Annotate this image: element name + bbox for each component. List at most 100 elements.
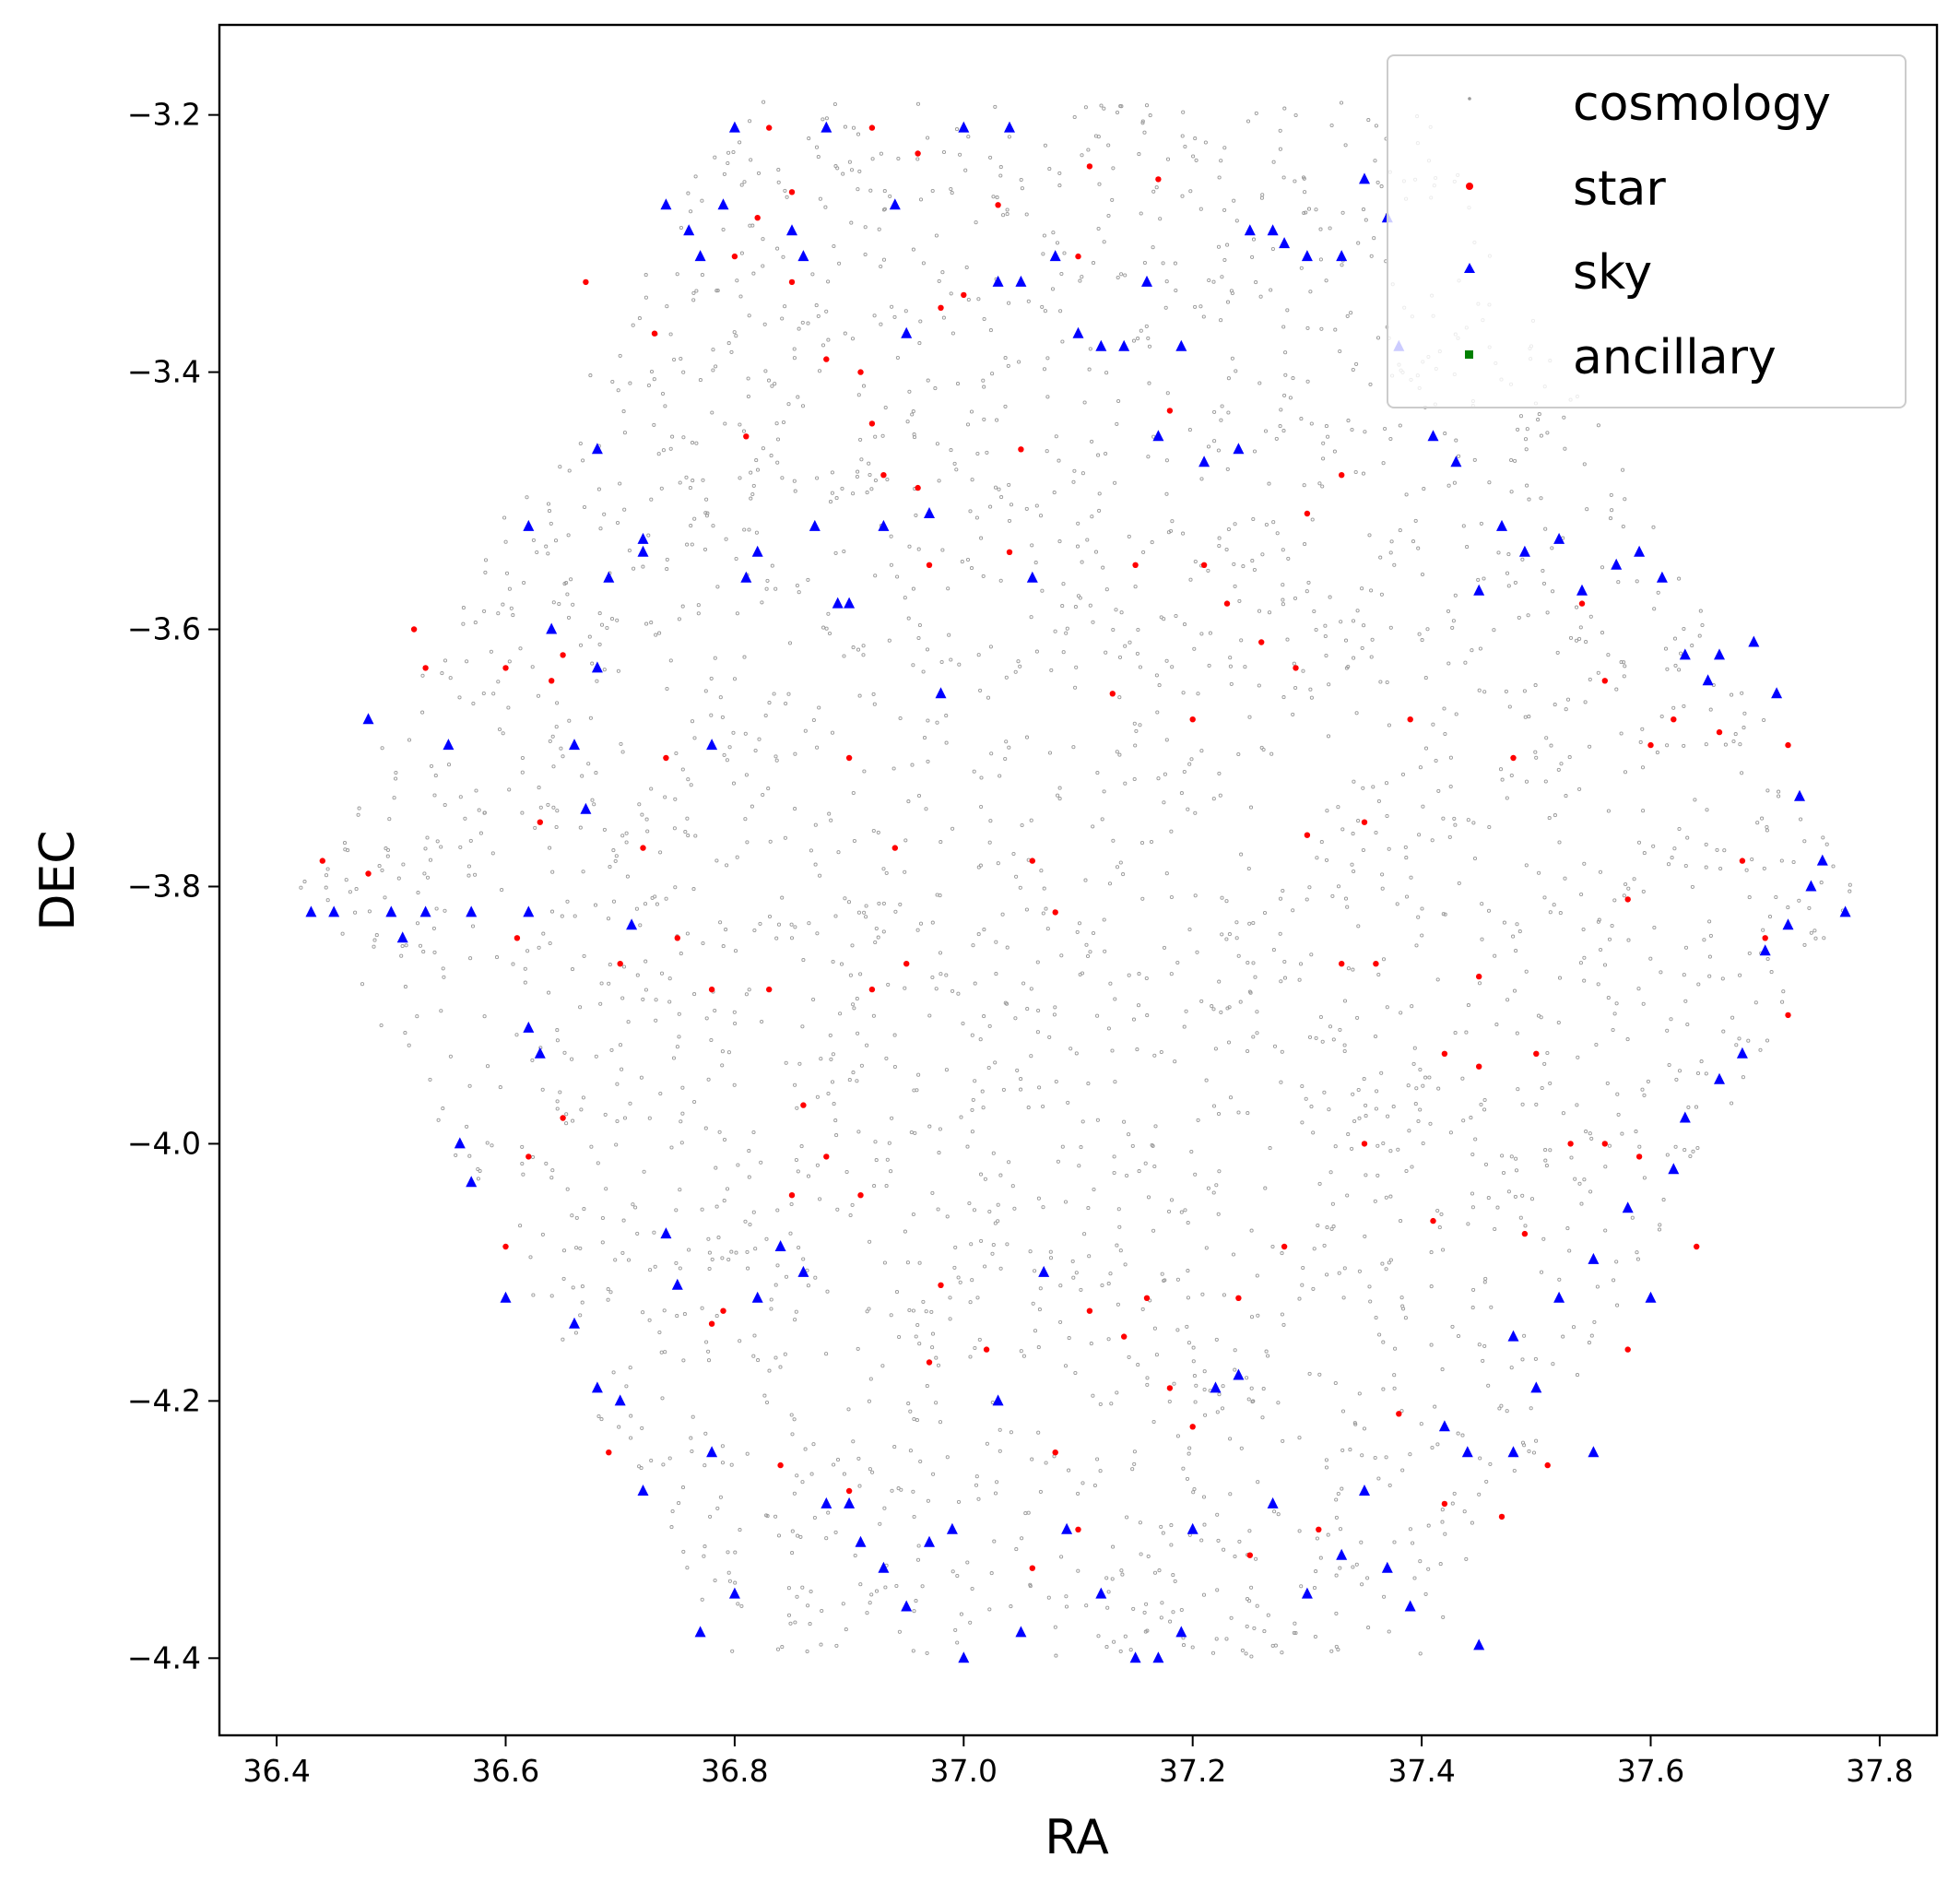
cosmology-point — [1283, 350, 1288, 355]
cosmology-point — [750, 223, 755, 228]
cosmology-point — [1202, 1522, 1207, 1527]
cosmology-point — [879, 151, 883, 156]
cosmology-point — [687, 1248, 691, 1252]
cosmology-point — [550, 734, 555, 739]
cosmology-point — [1512, 1468, 1517, 1473]
cosmology-point — [1071, 745, 1076, 750]
cosmology-point — [1392, 1386, 1397, 1390]
cosmology-point — [1239, 852, 1244, 857]
sky-point — [546, 622, 558, 634]
cosmology-point — [952, 461, 957, 466]
sky-point — [1496, 519, 1507, 531]
cosmology-point — [1635, 579, 1639, 584]
cosmology-point — [431, 926, 436, 930]
cosmology-point — [775, 460, 780, 465]
sky-point — [740, 571, 752, 583]
cosmology-point — [1191, 1345, 1196, 1350]
cosmology-point — [1271, 948, 1276, 952]
cosmology-point — [998, 1449, 1002, 1453]
star-point — [1235, 1295, 1242, 1302]
cosmology-point — [981, 378, 986, 383]
star-point — [1304, 832, 1311, 838]
cosmology-point — [703, 547, 708, 551]
cosmology-point — [669, 1525, 674, 1530]
cosmology-point — [693, 834, 698, 838]
cosmology-point — [780, 476, 785, 480]
cosmology-point — [560, 914, 564, 918]
star-point — [926, 1359, 933, 1366]
cosmology-point — [1351, 619, 1356, 623]
cosmology-point — [1364, 1173, 1368, 1177]
cosmology-point — [1264, 522, 1269, 527]
cosmology-point — [1184, 1009, 1188, 1013]
cosmology-point — [1707, 954, 1712, 959]
cosmology-point — [1329, 1649, 1334, 1653]
cosmology-point — [937, 1151, 941, 1155]
cosmology-point — [755, 467, 761, 472]
cosmology-point — [1152, 1326, 1157, 1331]
cosmology-point — [743, 1219, 748, 1224]
cosmology-point — [850, 1202, 855, 1207]
cosmology-point — [1665, 667, 1670, 671]
cosmology-point — [578, 643, 584, 647]
cosmology-point — [713, 1578, 717, 1583]
cosmology-point — [600, 1240, 605, 1245]
cosmology-point — [1470, 1205, 1475, 1210]
cosmology-point — [608, 865, 612, 870]
cosmology-point — [1730, 692, 1734, 697]
cosmology-point — [1228, 664, 1233, 668]
cosmology-point — [1545, 1050, 1550, 1056]
cosmology-point — [926, 759, 930, 763]
cosmology-point — [1154, 1353, 1159, 1357]
cosmology-point — [611, 899, 617, 904]
cosmology-point — [1477, 1492, 1482, 1497]
cosmology-point — [1028, 1249, 1033, 1254]
cosmology-point — [1470, 1306, 1475, 1310]
cosmology-point — [1638, 739, 1643, 744]
cosmology-point — [1621, 524, 1625, 529]
cosmology-point — [735, 855, 739, 859]
cosmology-point — [1137, 972, 1141, 976]
cosmology-point — [734, 556, 738, 562]
cosmology-point — [764, 586, 769, 591]
cosmology-point — [1602, 963, 1608, 967]
cosmology-point — [1577, 787, 1582, 791]
cosmology-point — [1495, 1205, 1500, 1210]
cosmology-point — [581, 1095, 585, 1100]
cosmology-point — [1421, 1141, 1425, 1146]
sky-point — [1336, 250, 1348, 262]
cosmology-point — [1448, 1130, 1453, 1135]
cosmology-point — [1522, 1333, 1527, 1338]
cosmology-point — [868, 472, 872, 478]
cosmology-point — [1411, 1541, 1415, 1545]
cosmology-point — [934, 1401, 939, 1405]
cosmology-point — [1024, 212, 1029, 217]
cosmology-point — [1321, 456, 1326, 461]
cosmology-point — [1378, 555, 1383, 560]
sky-point — [1759, 944, 1771, 956]
cosmology-point — [1053, 1005, 1057, 1010]
cosmology-point — [672, 826, 677, 831]
cosmology-point — [1501, 1170, 1506, 1176]
cosmology-point — [1136, 337, 1140, 341]
cosmology-point — [1635, 1257, 1640, 1261]
cosmology-point — [1145, 1376, 1150, 1380]
cosmology-point — [302, 880, 307, 884]
cosmology-point — [890, 304, 894, 309]
cosmology-point — [1293, 596, 1298, 600]
cosmology-point — [439, 845, 443, 849]
cosmology-point — [970, 1586, 974, 1591]
cosmology-point — [1720, 976, 1725, 981]
cosmology-point — [1007, 1160, 1011, 1165]
cosmology-point — [299, 885, 303, 890]
star-point — [708, 1320, 715, 1327]
cosmology-point — [387, 817, 392, 822]
cosmology-point — [1155, 710, 1160, 715]
sky-point — [1576, 584, 1588, 596]
cosmology-point — [976, 1497, 981, 1501]
cosmology-point — [1193, 893, 1198, 898]
sky-point — [1794, 789, 1805, 801]
star-point — [1143, 1295, 1151, 1302]
cosmology-point — [640, 1426, 644, 1430]
cosmology-point — [972, 769, 976, 774]
